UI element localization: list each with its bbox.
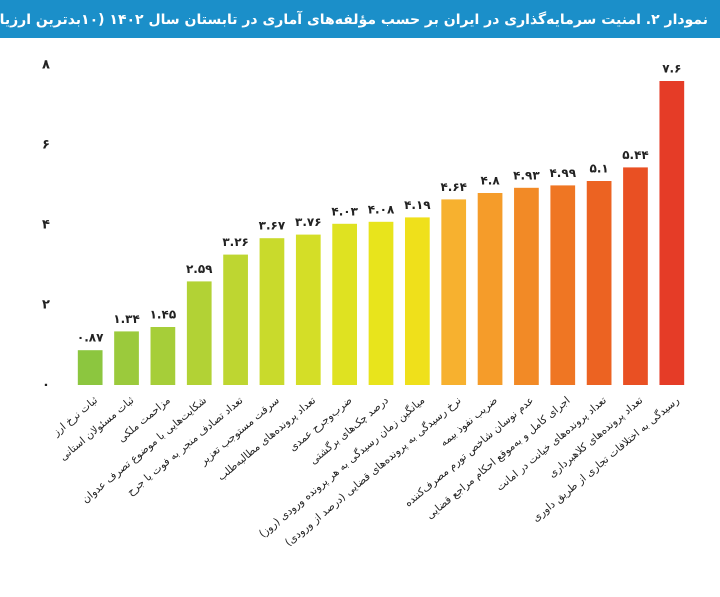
bar (332, 223, 358, 385)
bar (77, 350, 103, 385)
value-label: ۴.۰۸ (368, 202, 395, 216)
bar (186, 281, 212, 385)
value-label: ۴.۰۳ (331, 204, 358, 218)
value-label: ۰.۸۷ (77, 331, 104, 345)
chart-title: نمودار ۲. امنیت سرمایه‌گذاری در ایران بر… (0, 10, 708, 28)
value-label: ۳.۶۷ (259, 219, 286, 233)
value-label: ۱.۳۴ (113, 312, 140, 326)
bar (150, 327, 176, 385)
value-label: ۵.۴۴ (622, 148, 649, 162)
bar (259, 238, 285, 385)
y-tick-label: ۴ (42, 218, 50, 233)
value-label: ۵.۱ (590, 162, 609, 176)
value-label: ۳.۷۶ (295, 215, 322, 229)
x-tick-label: عدم نوسان شاخص تورم مصرف‌کننده (402, 394, 536, 509)
bar (404, 217, 430, 385)
value-label: ۱.۴۵ (150, 308, 177, 322)
value-label: ۴.۹۳ (513, 168, 540, 182)
bar (114, 331, 139, 385)
value-label: ۴.۹۹ (549, 166, 576, 180)
value-label: ۴.۶۴ (440, 180, 467, 194)
title-bar (0, 0, 720, 38)
bar (441, 199, 467, 385)
x-tick-label: ضرب‌وجرح عمدی (287, 394, 355, 453)
bar (550, 185, 576, 385)
y-tick-label: ۶ (42, 138, 50, 153)
bar (477, 193, 503, 385)
bar (295, 234, 321, 385)
value-label: ۳.۲۶ (222, 235, 249, 249)
bar (223, 254, 248, 385)
bar (659, 81, 685, 385)
y-tick-label: ۰ (42, 378, 50, 393)
bar (623, 167, 648, 385)
value-label: ۷.۶ (662, 62, 681, 76)
bar (514, 187, 539, 385)
value-label: ۲.۵۹ (186, 262, 213, 276)
y-tick-label: ۸ (42, 58, 50, 73)
value-label: ۴.۱۹ (404, 198, 431, 212)
y-tick-label: ۲ (42, 298, 50, 313)
value-label: ۴.۸ (480, 174, 500, 188)
x-tick-label: میانگین زمان رسیدگی به هر پرونده ورودی (… (256, 394, 427, 540)
bar (368, 221, 394, 385)
bar (586, 181, 612, 385)
